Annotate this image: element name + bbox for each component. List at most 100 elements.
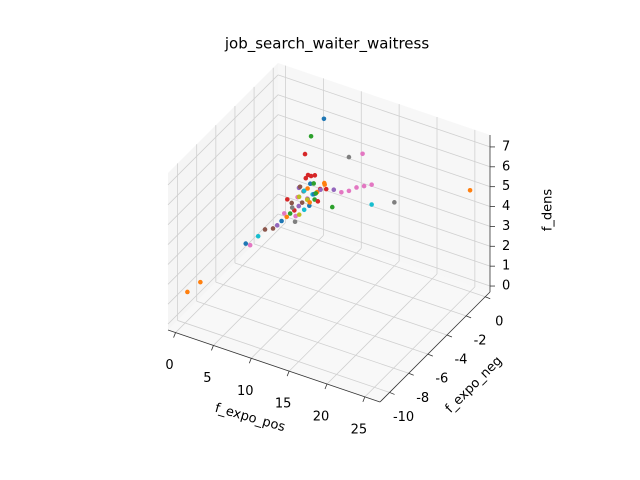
- point: [369, 202, 374, 207]
- point: [346, 154, 352, 160]
- z-tick-label: 3: [502, 219, 510, 234]
- point: [296, 203, 302, 209]
- grid-line: [215, 281, 428, 355]
- grid-line: [277, 114, 491, 188]
- grid-line: [277, 74, 491, 148]
- y-tick-label: 0: [495, 314, 503, 329]
- point: [289, 200, 295, 206]
- point: [331, 187, 337, 193]
- point: [274, 223, 280, 228]
- grid-line: [167, 134, 279, 245]
- grid-line: [213, 235, 324, 346]
- y-tick: [485, 296, 491, 300]
- grid-line: [167, 174, 279, 285]
- grid-line: [167, 193, 279, 305]
- grid-line: [234, 262, 448, 336]
- y-tick-label: -8: [416, 391, 429, 406]
- y-tick-label: -2: [474, 333, 487, 348]
- point: [284, 214, 290, 220]
- y-tick: [446, 334, 453, 338]
- x-tick: [248, 358, 252, 364]
- z-tick-label: 1: [502, 259, 510, 274]
- point: [308, 173, 314, 179]
- point: [339, 189, 344, 195]
- y-tick: [389, 392, 395, 395]
- z-tick-label: 4: [502, 199, 510, 214]
- x-tick: [324, 383, 328, 390]
- point: [354, 185, 359, 190]
- point: [308, 133, 314, 139]
- point: [301, 207, 307, 213]
- z-tick-label: 7: [502, 139, 510, 154]
- axes: 0 5 10 15 20 25 -10-8 -6 -4 -2 0 0 1 2 3 4 5 6 7: [165, 135, 510, 437]
- x-tick: [173, 332, 176, 338]
- point: [297, 184, 303, 190]
- z-tick-label: 6: [502, 159, 510, 174]
- point: [198, 279, 203, 285]
- point: [346, 188, 352, 194]
- grid-line: [277, 213, 491, 287]
- point: [312, 173, 318, 178]
- x-tick: [286, 370, 290, 377]
- point: [329, 204, 335, 210]
- point: [308, 181, 313, 187]
- z-axis-label: f_dens: [541, 189, 556, 232]
- point: [303, 175, 309, 181]
- point: [255, 233, 261, 239]
- grid-line: [167, 114, 279, 225]
- point: [307, 200, 312, 205]
- point: [289, 205, 295, 210]
- point: [279, 218, 284, 224]
- grid-line: [326, 273, 438, 385]
- grid-line: [277, 94, 491, 168]
- points: [185, 116, 473, 295]
- z-tick-label: 2: [502, 239, 510, 254]
- point: [361, 183, 367, 189]
- point: [185, 289, 190, 295]
- z-tick-label: 0: [502, 279, 510, 294]
- x-tick-label: 20: [313, 410, 330, 425]
- point: [243, 241, 249, 246]
- point: [262, 227, 268, 232]
- y-tick-label: -6: [435, 372, 448, 387]
- point: [270, 226, 276, 231]
- grid-line: [364, 286, 476, 398]
- grid-line: [175, 222, 286, 333]
- x-tick-label: 10: [237, 384, 254, 399]
- point: [285, 197, 290, 202]
- point: [321, 116, 327, 122]
- grid-line: [253, 243, 467, 317]
- point: [305, 186, 310, 191]
- point: [296, 212, 302, 217]
- grid: [167, 65, 491, 398]
- point: [311, 181, 317, 186]
- grid-line: [167, 213, 279, 325]
- point: [292, 219, 298, 225]
- point: [281, 211, 287, 216]
- grid-line: [277, 193, 491, 267]
- grid-line: [167, 154, 279, 265]
- point: [299, 200, 305, 205]
- point: [313, 191, 319, 196]
- floor-pane: [168, 220, 490, 402]
- grid-line: [288, 260, 400, 372]
- point: [293, 213, 298, 219]
- y-tick-label: -4: [454, 353, 467, 368]
- point: [318, 187, 323, 193]
- point: [287, 211, 293, 216]
- point: [360, 151, 365, 157]
- grid-line: [273, 224, 486, 298]
- grid-line: [177, 320, 390, 393]
- y-tick: [465, 315, 472, 319]
- y-tick-label: -10: [393, 410, 414, 425]
- grid-line: [167, 94, 279, 206]
- x-tick: [211, 345, 214, 351]
- grid-line: [167, 74, 279, 186]
- point: [322, 180, 327, 186]
- point: [296, 194, 302, 200]
- z-tick-label: 5: [502, 179, 510, 194]
- grid-line: [277, 154, 491, 227]
- chart-title: job_search_waiter_waitress: [224, 35, 429, 54]
- y-tick: [408, 372, 414, 376]
